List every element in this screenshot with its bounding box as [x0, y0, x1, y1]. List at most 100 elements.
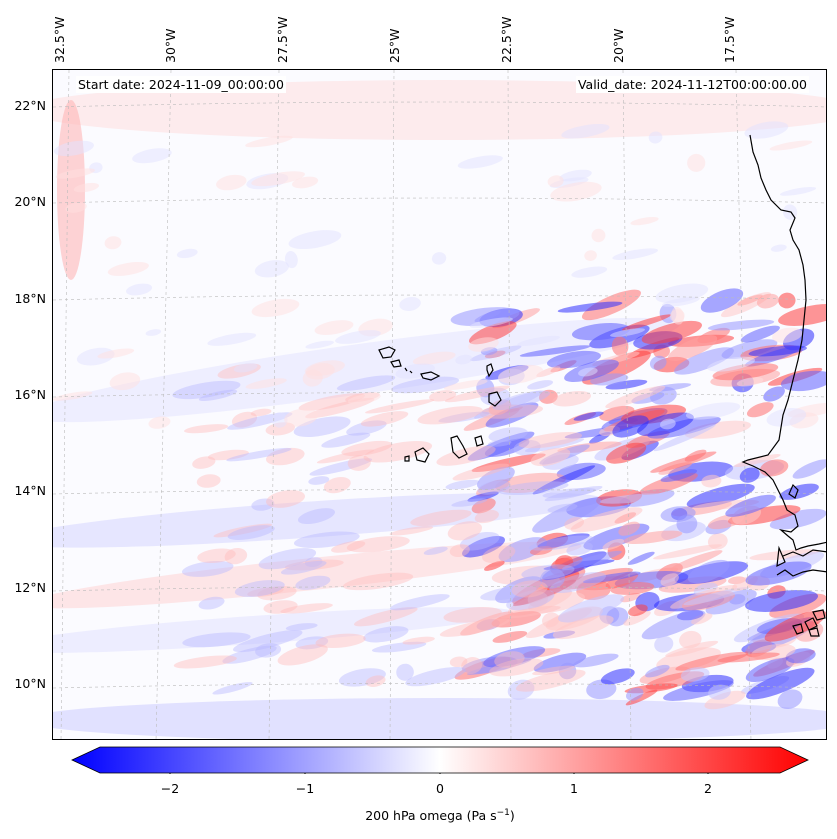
- omega-blob: [471, 453, 546, 472]
- omega-blob: [288, 230, 342, 250]
- omega-blob: [192, 456, 216, 469]
- lat-label: 18°N: [14, 291, 46, 306]
- omega-blob: [602, 538, 625, 551]
- omega-blob: [725, 494, 776, 517]
- omega-blob: [529, 546, 553, 556]
- omega-blob: [733, 454, 781, 468]
- omega-blob: [527, 591, 548, 608]
- omega-blob: [763, 386, 785, 402]
- omega-blob: [280, 560, 327, 575]
- colorbar-tick: 1: [570, 781, 578, 796]
- omega-blob: [445, 479, 480, 490]
- omega-blob: [347, 455, 371, 471]
- omega-blob: [564, 517, 585, 530]
- omega-blob: [670, 550, 723, 571]
- omega-blob: [227, 525, 275, 540]
- omega-blob: [353, 606, 418, 627]
- omega-blob: [687, 559, 730, 584]
- omega-blob: [550, 181, 602, 202]
- omega-blob: [480, 585, 537, 601]
- omega-blob: [395, 363, 435, 379]
- omega-blob: [97, 348, 135, 359]
- omega-blob: [677, 609, 704, 621]
- omega-blob: [712, 363, 779, 381]
- omega-blob: [605, 385, 666, 409]
- omega-blob: [460, 611, 514, 636]
- omega-blob: [245, 378, 287, 389]
- omega-blob: [749, 549, 820, 561]
- omega-blob: [233, 363, 258, 373]
- omega-blob: [769, 508, 826, 530]
- omega-blob: [660, 573, 679, 587]
- omega-blob: [302, 369, 323, 387]
- omega-blob: [470, 345, 522, 362]
- omega-blob: [573, 411, 604, 421]
- omega-blob: [536, 366, 561, 378]
- omega-blob: [618, 521, 640, 536]
- omega-blob: [258, 548, 317, 570]
- omega-blob: [704, 690, 746, 710]
- omega-blob: [612, 248, 658, 260]
- omega-blob: [559, 169, 592, 182]
- omega-blob: [109, 372, 141, 391]
- omega-blob: [518, 431, 583, 449]
- omega-blob: [612, 415, 649, 438]
- omega-blob: [772, 327, 803, 343]
- omega-blob: [207, 332, 257, 346]
- omega-blob: [721, 339, 778, 360]
- omega-blob: [766, 407, 807, 427]
- omega-blob: [524, 438, 585, 453]
- omega-blob: [513, 439, 541, 456]
- omega-blob: [506, 589, 555, 611]
- omega-blob: [295, 575, 331, 590]
- omega-blob: [254, 260, 289, 278]
- omega-blob: [343, 572, 414, 591]
- omega-blob: [176, 248, 198, 259]
- omega-blob: [284, 251, 298, 269]
- omega-blob: [104, 236, 122, 250]
- omega-blob: [347, 393, 381, 405]
- omega-blob: [323, 477, 351, 494]
- omega-blob: [447, 521, 483, 541]
- omega-blob: [182, 632, 251, 648]
- omega-blob: [298, 393, 365, 411]
- omega-blob: [792, 459, 826, 479]
- omega-blob: [759, 459, 789, 477]
- omega-blob: [277, 644, 328, 666]
- omega-blob: [621, 314, 672, 331]
- omega-blob: [321, 432, 371, 448]
- omega-blob: [641, 320, 702, 344]
- lat-label: 22°N: [14, 98, 46, 113]
- omega-blob: [527, 380, 554, 390]
- omega-blob: [746, 667, 815, 700]
- omega-blob: [687, 153, 706, 172]
- lon-label: 32.5°W: [52, 16, 67, 63]
- omega-blob: [455, 354, 473, 365]
- omega-blob: [365, 675, 386, 687]
- omega-blob: [474, 509, 499, 524]
- omega-blob: [173, 655, 237, 669]
- omega-blob: [737, 294, 763, 306]
- omega-blob: [266, 490, 306, 508]
- omega-blob: [471, 498, 496, 514]
- omega-blob: [429, 390, 457, 402]
- omega-blob: [295, 636, 329, 650]
- omega-blob: [491, 611, 541, 628]
- omega-blob: [316, 449, 375, 464]
- omega-blob: [653, 544, 723, 560]
- omega-blob: [265, 422, 296, 436]
- omega-blob: [443, 606, 502, 623]
- omega-blob: [625, 689, 658, 706]
- coastline: [378, 134, 826, 637]
- omega-blob: [620, 593, 641, 603]
- omega-blob: [309, 458, 373, 476]
- omega-blob: [255, 643, 282, 658]
- omega-blob: [549, 572, 606, 594]
- lon-label: 25°W: [387, 28, 402, 63]
- omega-blob: [707, 356, 755, 372]
- omega-blob: [485, 402, 539, 428]
- omega-blob: [443, 379, 488, 391]
- omega-blob: [457, 155, 503, 169]
- omega-blob: [365, 399, 435, 414]
- omega-blob: [779, 483, 819, 500]
